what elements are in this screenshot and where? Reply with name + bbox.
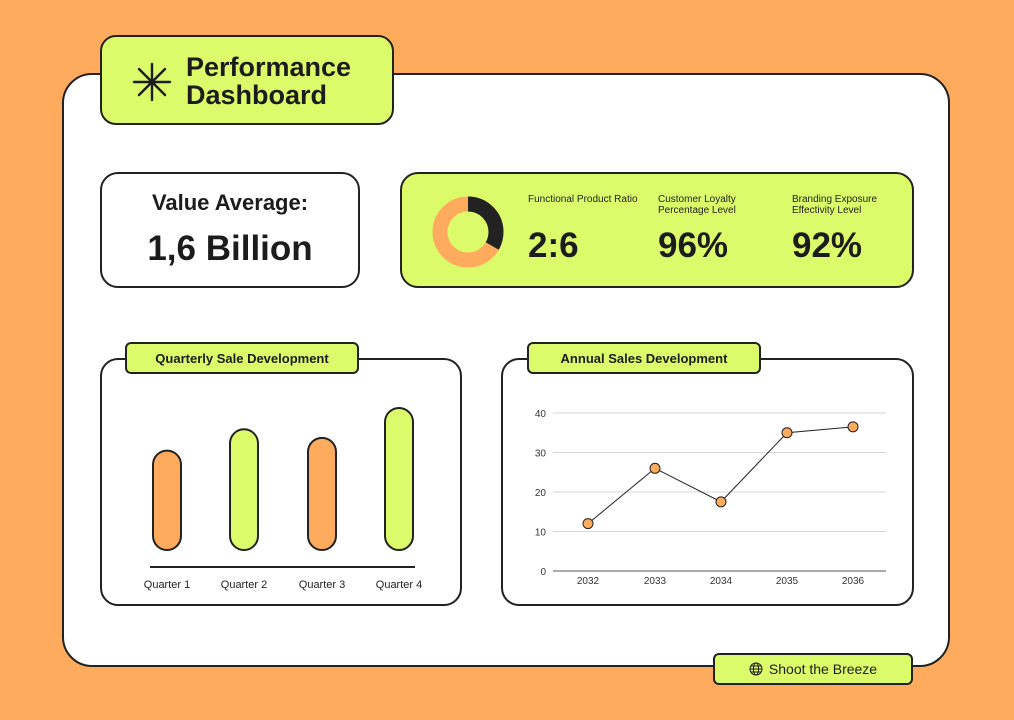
- bar-quarter-3: [307, 436, 337, 551]
- quarterly-chart-title: Quarterly Sale Development: [125, 342, 359, 374]
- y-tick-label: 20: [535, 488, 547, 499]
- y-tick-label: 10: [535, 528, 547, 539]
- bar-tick-label: Quarter 3: [299, 579, 345, 591]
- title-tag: Performance Dashboard: [100, 35, 394, 125]
- y-tick-label: 40: [535, 409, 547, 420]
- quarterly-bar-chart: Quarter 1 Quarter 2 Quarter 3 Quarter 4: [144, 407, 422, 591]
- value-average-card: Value Average: 1,6 Billion: [100, 172, 360, 288]
- metric-value: 96%: [658, 226, 729, 265]
- metric-branding-exposure: Branding Exposure Effectivity Level 92%: [792, 194, 922, 266]
- metric-value: 92%: [792, 226, 863, 265]
- y-tick-label: 0: [540, 567, 546, 578]
- x-tick-label: 2034: [710, 576, 733, 587]
- annual-chart-card: 0 10 20 30 40 2032 2033 2034 2035 2036: [501, 358, 914, 606]
- metric-label: Functional Product Ratio: [528, 194, 638, 205]
- data-point-2035: [781, 427, 793, 439]
- bar-tick-label: Quarter 4: [376, 579, 422, 591]
- annual-chart-title: Annual Sales Development: [527, 342, 761, 374]
- metric-label: Customer Loyalty Percentage Level: [658, 194, 736, 216]
- globe-icon: [749, 662, 763, 676]
- quarterly-chart-card: Quarter 1 Quarter 2 Quarter 3 Quarter 4: [100, 358, 462, 606]
- bar-tick-label: Quarter 2: [221, 579, 267, 591]
- x-tick-label: 2036: [842, 576, 865, 587]
- metric-label: Branding Exposure Effectivity Level: [792, 194, 878, 216]
- footer-tag[interactable]: Shoot the Breeze: [713, 653, 913, 685]
- data-point-2034: [715, 496, 727, 508]
- donut-filled-slice: [432, 196, 504, 268]
- bar-quarter-2: [229, 428, 259, 551]
- value-average-value: 1,6 Billion: [147, 229, 313, 268]
- data-point-2036: [847, 421, 859, 433]
- page-title: Performance Dashboard: [186, 52, 352, 110]
- asterisk-icon: [132, 62, 172, 102]
- data-point-2033: [649, 462, 661, 474]
- metric-value: 2:6: [528, 226, 579, 265]
- metric-customer-loyalty: Customer Loyalty Percentage Level 96%: [658, 194, 788, 266]
- footer-label: Shoot the Breeze: [768, 661, 878, 677]
- sales-line: [587, 426, 854, 524]
- y-tick-label: 30: [535, 449, 547, 460]
- annual-line-chart: 0 10 20 30 40 2032 2033 2034 2035 2036: [535, 409, 886, 587]
- value-average-label: Value Average:: [151, 190, 309, 215]
- x-tick-label: 2033: [644, 576, 667, 587]
- data-point-2032: [582, 518, 594, 530]
- ratio-donut-chart: [432, 196, 504, 268]
- bar-tick-label: Quarter 1: [144, 579, 190, 591]
- x-tick-label: 2032: [577, 576, 600, 587]
- x-tick-label: 2035: [776, 576, 799, 587]
- metric-functional-ratio: Functional Product Ratio 2:6: [528, 194, 658, 266]
- bar-quarter-1: [152, 449, 182, 551]
- metrics-card: Functional Product Ratio 2:6 Customer Lo…: [400, 172, 914, 288]
- bar-quarter-4: [384, 407, 414, 551]
